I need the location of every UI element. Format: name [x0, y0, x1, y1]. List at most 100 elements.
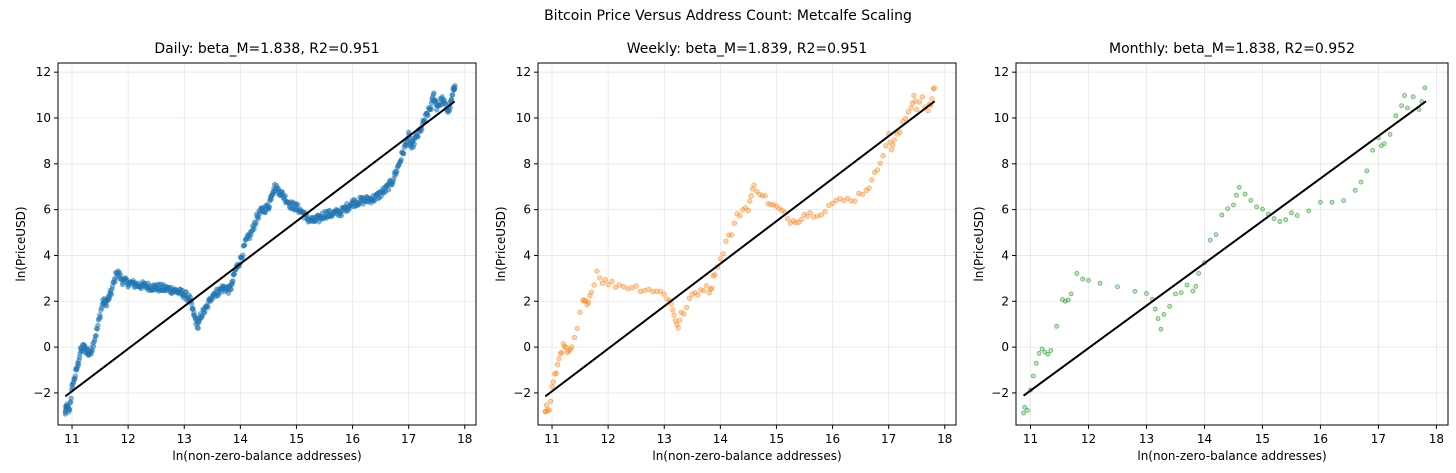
monthly-x-tick-label: 13 [1139, 432, 1154, 446]
monthly-point [1039, 346, 1045, 352]
weekly-point [650, 288, 656, 295]
weekly-point [583, 298, 589, 304]
monthly-point [1022, 405, 1028, 410]
weekly-point [912, 98, 918, 104]
weekly-point [723, 238, 729, 244]
weekly-point [560, 341, 566, 347]
monthly-point [1080, 276, 1086, 282]
weekly-point [661, 291, 667, 297]
monthly-point [1097, 280, 1103, 286]
monthly-y-tick-label: −2 [991, 386, 1009, 400]
monthly-point [1233, 192, 1239, 198]
monthly-point [1248, 198, 1254, 203]
weekly-point [671, 312, 677, 318]
monthly-x-tick-label: 17 [1371, 432, 1386, 446]
weekly-point [790, 218, 796, 224]
weekly-point [869, 177, 875, 183]
monthly-point [1054, 323, 1059, 329]
weekly-point [577, 309, 583, 315]
weekly-point [642, 287, 648, 294]
monthly-point [1190, 288, 1196, 294]
daily-point [67, 407, 73, 413]
monthly-x-tick-label: 14 [1197, 432, 1212, 446]
weekly-point [919, 94, 925, 100]
weekly-point [925, 108, 931, 114]
weekly-y-tick-label: 6 [523, 203, 531, 217]
monthly-point [1399, 103, 1404, 109]
monthly-scatter-points [1021, 85, 1428, 416]
weekly-point [807, 210, 813, 216]
monthly-point [1306, 208, 1312, 214]
monthly-point [1260, 206, 1265, 212]
daily-point [411, 141, 417, 147]
monthly-x-tick-label: 12 [1081, 432, 1096, 446]
monthly-point [1025, 408, 1030, 413]
daily-point [240, 252, 246, 258]
daily-x-tick-label: 12 [120, 432, 135, 446]
monthly-x-tick-label: 15 [1255, 432, 1270, 446]
weekly-point [588, 289, 594, 295]
weekly-point [712, 272, 718, 278]
weekly-point [911, 92, 917, 99]
weekly-point [931, 85, 937, 91]
weekly-point [883, 143, 889, 149]
weekly-x-tick-label: 18 [937, 432, 952, 446]
daily-point [428, 106, 434, 113]
weekly-point [556, 356, 562, 362]
weekly-point [717, 256, 723, 262]
weekly-point [637, 288, 643, 294]
weekly-point [880, 153, 886, 159]
weekly-x-tick-label: 15 [769, 432, 784, 446]
monthly-fit-line [1022, 100, 1427, 397]
daily-point [282, 193, 288, 199]
weekly-point [625, 286, 631, 292]
monthly-y-tick-label: 0 [1001, 340, 1009, 354]
weekly-point [902, 116, 909, 122]
weekly-y-axis-label: ln(PriceUSD) [494, 206, 508, 281]
daily-y-tick-label: 6 [43, 203, 51, 217]
monthly-point [1352, 187, 1358, 193]
monthly-point [1358, 179, 1364, 185]
monthly-point [1283, 217, 1288, 223]
weekly-point [905, 109, 911, 115]
monthly-y-axis-label: ln(PriceUSD) [972, 206, 986, 281]
monthly-point [1329, 199, 1335, 205]
weekly-scatter-points [542, 85, 937, 415]
daily-y-tick-label: 10 [36, 111, 51, 125]
monthly-point [1341, 198, 1346, 203]
monthly-point [1318, 199, 1323, 205]
monthly-point [1289, 210, 1294, 216]
daily-point [183, 289, 189, 295]
daily-point [401, 150, 407, 157]
weekly-point [677, 317, 683, 323]
monthly-point [1193, 284, 1199, 289]
monthly-point [1364, 168, 1370, 174]
monthly-point [1115, 284, 1120, 290]
daily-y-tick-label: 8 [43, 157, 51, 171]
weekly-point [848, 198, 854, 204]
monthly-point [1045, 351, 1051, 357]
monthly-point [1158, 326, 1164, 332]
daily-point [97, 314, 104, 320]
weekly-point [664, 296, 670, 302]
weekly-point [929, 96, 935, 102]
weekly-point [776, 205, 782, 212]
monthly-y-tick-label: 8 [1001, 157, 1009, 171]
monthly-point [1410, 94, 1416, 100]
weekly-x-axis-label: ln(non-zero-balance addresses) [652, 449, 841, 463]
daily-point [255, 215, 262, 222]
daily-point [205, 304, 211, 311]
weekly-point [681, 311, 687, 317]
weekly-point [762, 193, 768, 199]
weekly-point [833, 197, 839, 203]
weekly-x-tick-label: 16 [825, 432, 840, 446]
weekly-point [874, 167, 881, 173]
daily-x-tick-label: 16 [345, 432, 360, 446]
daily-point [68, 395, 74, 401]
weekly-point [747, 198, 753, 204]
weekly-point [695, 292, 701, 298]
daily-point [338, 213, 344, 219]
daily-point [93, 332, 99, 339]
weekly-point [654, 288, 660, 294]
